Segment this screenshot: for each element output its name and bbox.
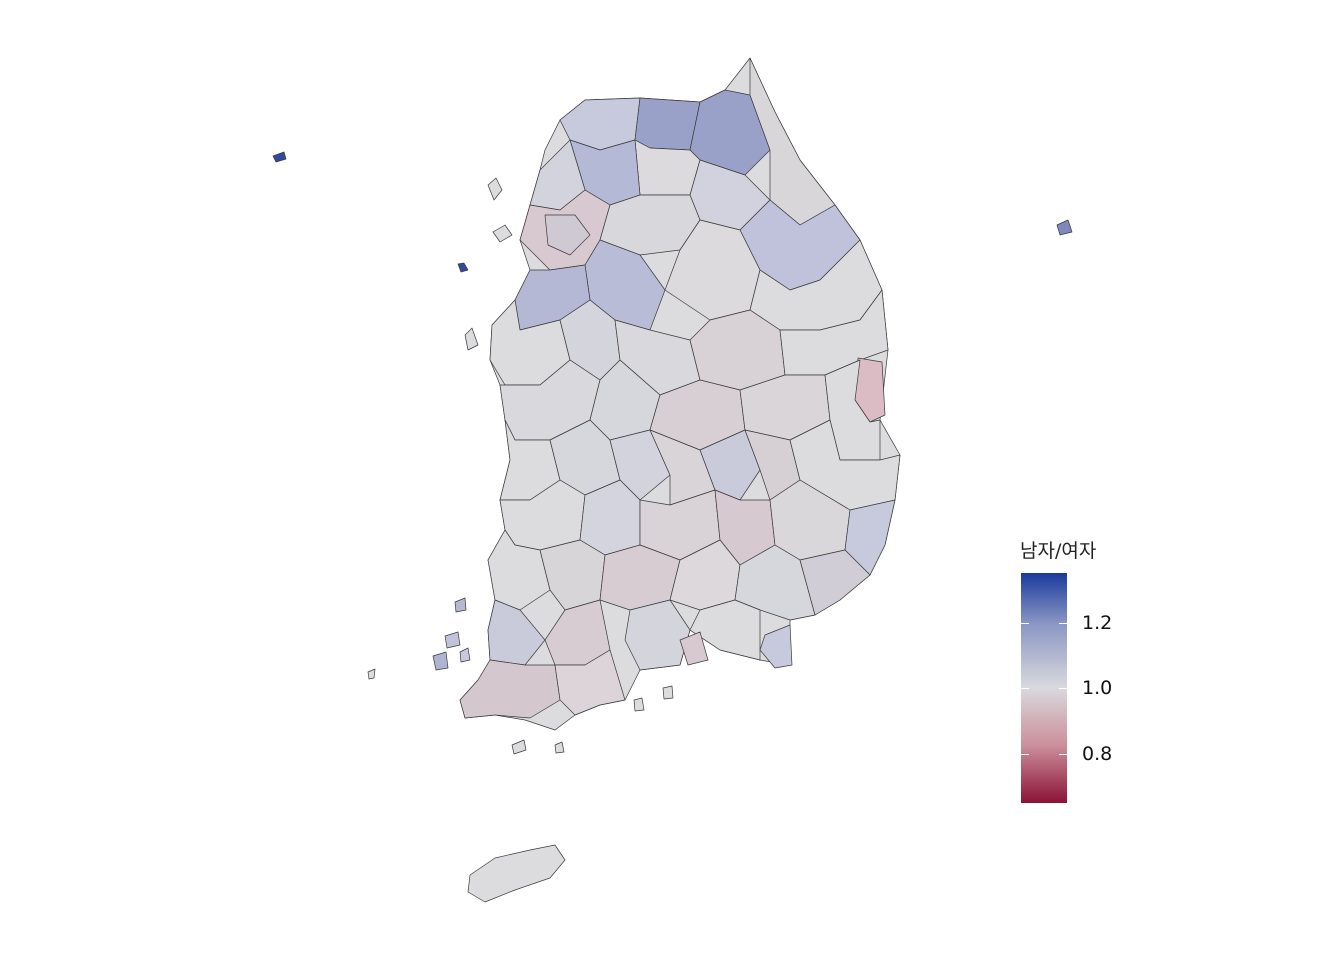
region-nw-2	[634, 97, 701, 151]
region-geoje	[759, 624, 793, 669]
island-sw-5	[367, 668, 376, 680]
island-gangwha	[487, 177, 503, 201]
island-yeonpyeong	[457, 262, 469, 273]
region-capital-2	[544, 214, 591, 256]
region-s-9	[689, 599, 761, 661]
legend-tick-label-1-2: 1.2	[1082, 612, 1113, 634]
island-west-2	[464, 327, 479, 351]
island-ulleung	[1056, 219, 1073, 236]
legend-colorbar	[1021, 573, 1067, 803]
legend-tick-label-0-8: 0.8	[1082, 743, 1113, 765]
mainland-regions	[459, 57, 901, 731]
island-baengnyeong	[272, 151, 287, 163]
region-s-8	[624, 599, 691, 671]
island-s-2	[554, 741, 565, 754]
island-s-3	[662, 685, 674, 700]
region-sc-3	[609, 429, 671, 501]
island-s-1	[511, 739, 527, 755]
color-legend: 남자/여자 1.2 1.0 0.8	[1010, 532, 1140, 812]
island-sw-4	[459, 647, 471, 663]
island-jeju	[467, 844, 566, 903]
legend-title: 남자/여자	[1020, 540, 1097, 562]
island-regions	[272, 151, 1073, 903]
island-s-4	[633, 697, 645, 712]
region-ssw-2	[554, 649, 626, 716]
region-namhae	[679, 631, 709, 666]
region-se-2	[799, 549, 871, 616]
region-sw-1	[487, 529, 551, 611]
island-west-1	[492, 224, 513, 243]
region-sc-5	[699, 429, 761, 501]
island-sw-1	[454, 597, 467, 613]
island-sw-3	[432, 651, 449, 671]
region-ssw-1	[459, 659, 561, 719]
island-sw-2	[444, 631, 461, 649]
region-se-1	[844, 499, 896, 576]
legend-tick-label-1-0: 1.0	[1082, 677, 1113, 699]
